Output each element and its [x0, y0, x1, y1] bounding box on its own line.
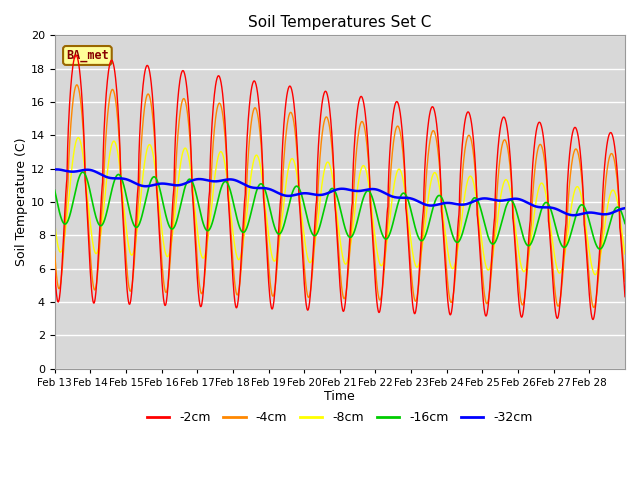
X-axis label: Time: Time: [324, 390, 355, 403]
Legend: -2cm, -4cm, -8cm, -16cm, -32cm: -2cm, -4cm, -8cm, -16cm, -32cm: [142, 406, 538, 429]
Text: BA_met: BA_met: [66, 49, 109, 62]
Y-axis label: Soil Temperature (C): Soil Temperature (C): [15, 138, 28, 266]
Title: Soil Temperatures Set C: Soil Temperatures Set C: [248, 15, 431, 30]
